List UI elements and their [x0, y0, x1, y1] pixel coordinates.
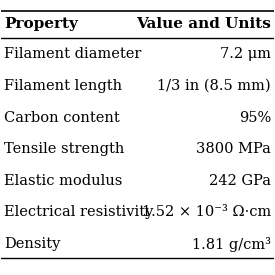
Text: Value and Units: Value and Units [136, 17, 271, 31]
Text: Elastic modulus: Elastic modulus [4, 174, 122, 188]
Text: Tensile strength: Tensile strength [4, 142, 125, 156]
Text: Property: Property [4, 17, 78, 31]
Text: Density: Density [4, 237, 61, 251]
Text: 1.52 × 10⁻³ Ω·cm: 1.52 × 10⁻³ Ω·cm [142, 205, 271, 219]
Text: 1.81 g/cm³: 1.81 g/cm³ [192, 237, 271, 252]
Text: 3800 MPa: 3800 MPa [196, 142, 271, 156]
Text: 7.2 μm: 7.2 μm [220, 47, 271, 61]
Text: 1/3 in (8.5 mm): 1/3 in (8.5 mm) [157, 79, 271, 93]
Text: Electrical resistivity: Electrical resistivity [4, 205, 153, 219]
Text: Filament length: Filament length [4, 79, 122, 93]
Text: Carbon content: Carbon content [4, 111, 120, 125]
Text: 95%: 95% [239, 111, 271, 125]
Text: Filament diameter: Filament diameter [4, 47, 141, 61]
Text: 242 GPa: 242 GPa [209, 174, 271, 188]
